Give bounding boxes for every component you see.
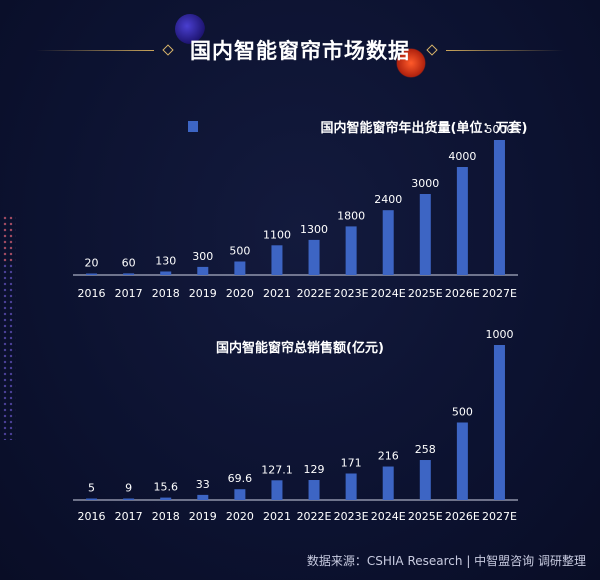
bar bbox=[382, 210, 394, 275]
x-tick-label: 2022E bbox=[297, 287, 332, 300]
data-label: 5000 bbox=[485, 123, 513, 136]
data-label: 130 bbox=[155, 254, 176, 267]
data-label: 500 bbox=[452, 406, 473, 419]
bar bbox=[271, 245, 283, 275]
x-tick-label: 2021 bbox=[263, 510, 291, 523]
x-tick-label: 2026E bbox=[445, 287, 480, 300]
bar bbox=[308, 480, 320, 500]
bar bbox=[419, 194, 431, 275]
bar bbox=[345, 226, 357, 275]
data-label: 69.6 bbox=[228, 472, 253, 485]
x-tick-label: 2016 bbox=[78, 287, 106, 300]
x-tick-label: 2024E bbox=[371, 287, 406, 300]
data-label: 1300 bbox=[300, 223, 328, 236]
x-tick-label: 2020 bbox=[226, 287, 254, 300]
data-label: 5 bbox=[88, 482, 95, 495]
data-label: 216 bbox=[378, 450, 399, 463]
title-banner: 国内智能窗帘市场数据 bbox=[0, 30, 600, 70]
x-tick-label: 2022E bbox=[297, 510, 332, 523]
title-line-left bbox=[36, 49, 154, 51]
decorative-dot-grid-red bbox=[2, 215, 16, 265]
bar bbox=[197, 266, 209, 275]
bar bbox=[123, 273, 135, 275]
x-tick-label: 2019 bbox=[189, 510, 217, 523]
data-label: 1100 bbox=[263, 228, 291, 241]
x-tick-label: 2018 bbox=[152, 287, 180, 300]
decorative-dot-grid bbox=[2, 215, 16, 440]
bar bbox=[160, 497, 172, 500]
data-label: 15.6 bbox=[153, 481, 178, 494]
data-label: 127.1 bbox=[261, 463, 293, 476]
data-label: 33 bbox=[196, 478, 210, 491]
x-tick-label: 2027E bbox=[482, 287, 517, 300]
bar bbox=[493, 140, 505, 275]
bar bbox=[86, 498, 98, 500]
data-label: 129 bbox=[304, 463, 325, 476]
data-label: 60 bbox=[122, 256, 136, 269]
x-tick-label: 2018 bbox=[152, 510, 180, 523]
page-title: 国内智能窗帘市场数据 bbox=[190, 39, 410, 63]
data-label: 20 bbox=[85, 257, 99, 270]
bar bbox=[160, 271, 172, 275]
bar bbox=[456, 422, 468, 500]
data-label: 9 bbox=[125, 482, 132, 495]
x-tick-label: 2027E bbox=[482, 510, 517, 523]
data-label: 1000 bbox=[485, 328, 513, 341]
title-line-right bbox=[446, 49, 564, 51]
bar bbox=[419, 460, 431, 500]
legend-swatch bbox=[188, 121, 198, 132]
source-footer: 数据来源：CSHIA Research | 中智盟咨询 调研整理 bbox=[306, 554, 586, 568]
x-tick-label: 2016 bbox=[78, 510, 106, 523]
data-label: 500 bbox=[229, 245, 250, 258]
x-tick-label: 2021 bbox=[263, 287, 291, 300]
bar bbox=[456, 167, 468, 275]
x-tick-label: 2020 bbox=[226, 510, 254, 523]
chart-title: 国内智能窗帘年出货量(单位：万套) bbox=[321, 120, 528, 136]
x-tick-label: 2026E bbox=[445, 510, 480, 523]
data-label: 3000 bbox=[411, 177, 439, 190]
bar bbox=[382, 466, 394, 500]
bar bbox=[271, 480, 283, 500]
data-label: 2400 bbox=[374, 193, 402, 206]
data-label: 1800 bbox=[337, 209, 365, 222]
bar bbox=[123, 498, 135, 500]
data-label: 171 bbox=[341, 456, 362, 469]
bar bbox=[493, 345, 505, 500]
data-label: 258 bbox=[415, 443, 436, 456]
x-tick-label: 2023E bbox=[334, 510, 369, 523]
bar bbox=[86, 273, 98, 275]
decorative-orb-red bbox=[396, 48, 426, 78]
bar bbox=[308, 239, 320, 275]
data-label: 4000 bbox=[448, 150, 476, 163]
decorative-orb-blue bbox=[175, 14, 205, 44]
x-tick-label: 2024E bbox=[371, 510, 406, 523]
bar bbox=[197, 494, 209, 500]
chart-title: 国内智能窗帘总销售额(亿元) bbox=[216, 340, 384, 356]
x-tick-label: 2019 bbox=[189, 287, 217, 300]
x-tick-label: 2017 bbox=[115, 510, 143, 523]
x-tick-label: 2025E bbox=[408, 287, 443, 300]
x-tick-label: 2017 bbox=[115, 287, 143, 300]
bar bbox=[234, 261, 246, 275]
x-tick-label: 2023E bbox=[334, 287, 369, 300]
bar bbox=[345, 473, 357, 500]
bar bbox=[234, 489, 246, 500]
x-tick-label: 2025E bbox=[408, 510, 443, 523]
data-label: 300 bbox=[192, 250, 213, 263]
